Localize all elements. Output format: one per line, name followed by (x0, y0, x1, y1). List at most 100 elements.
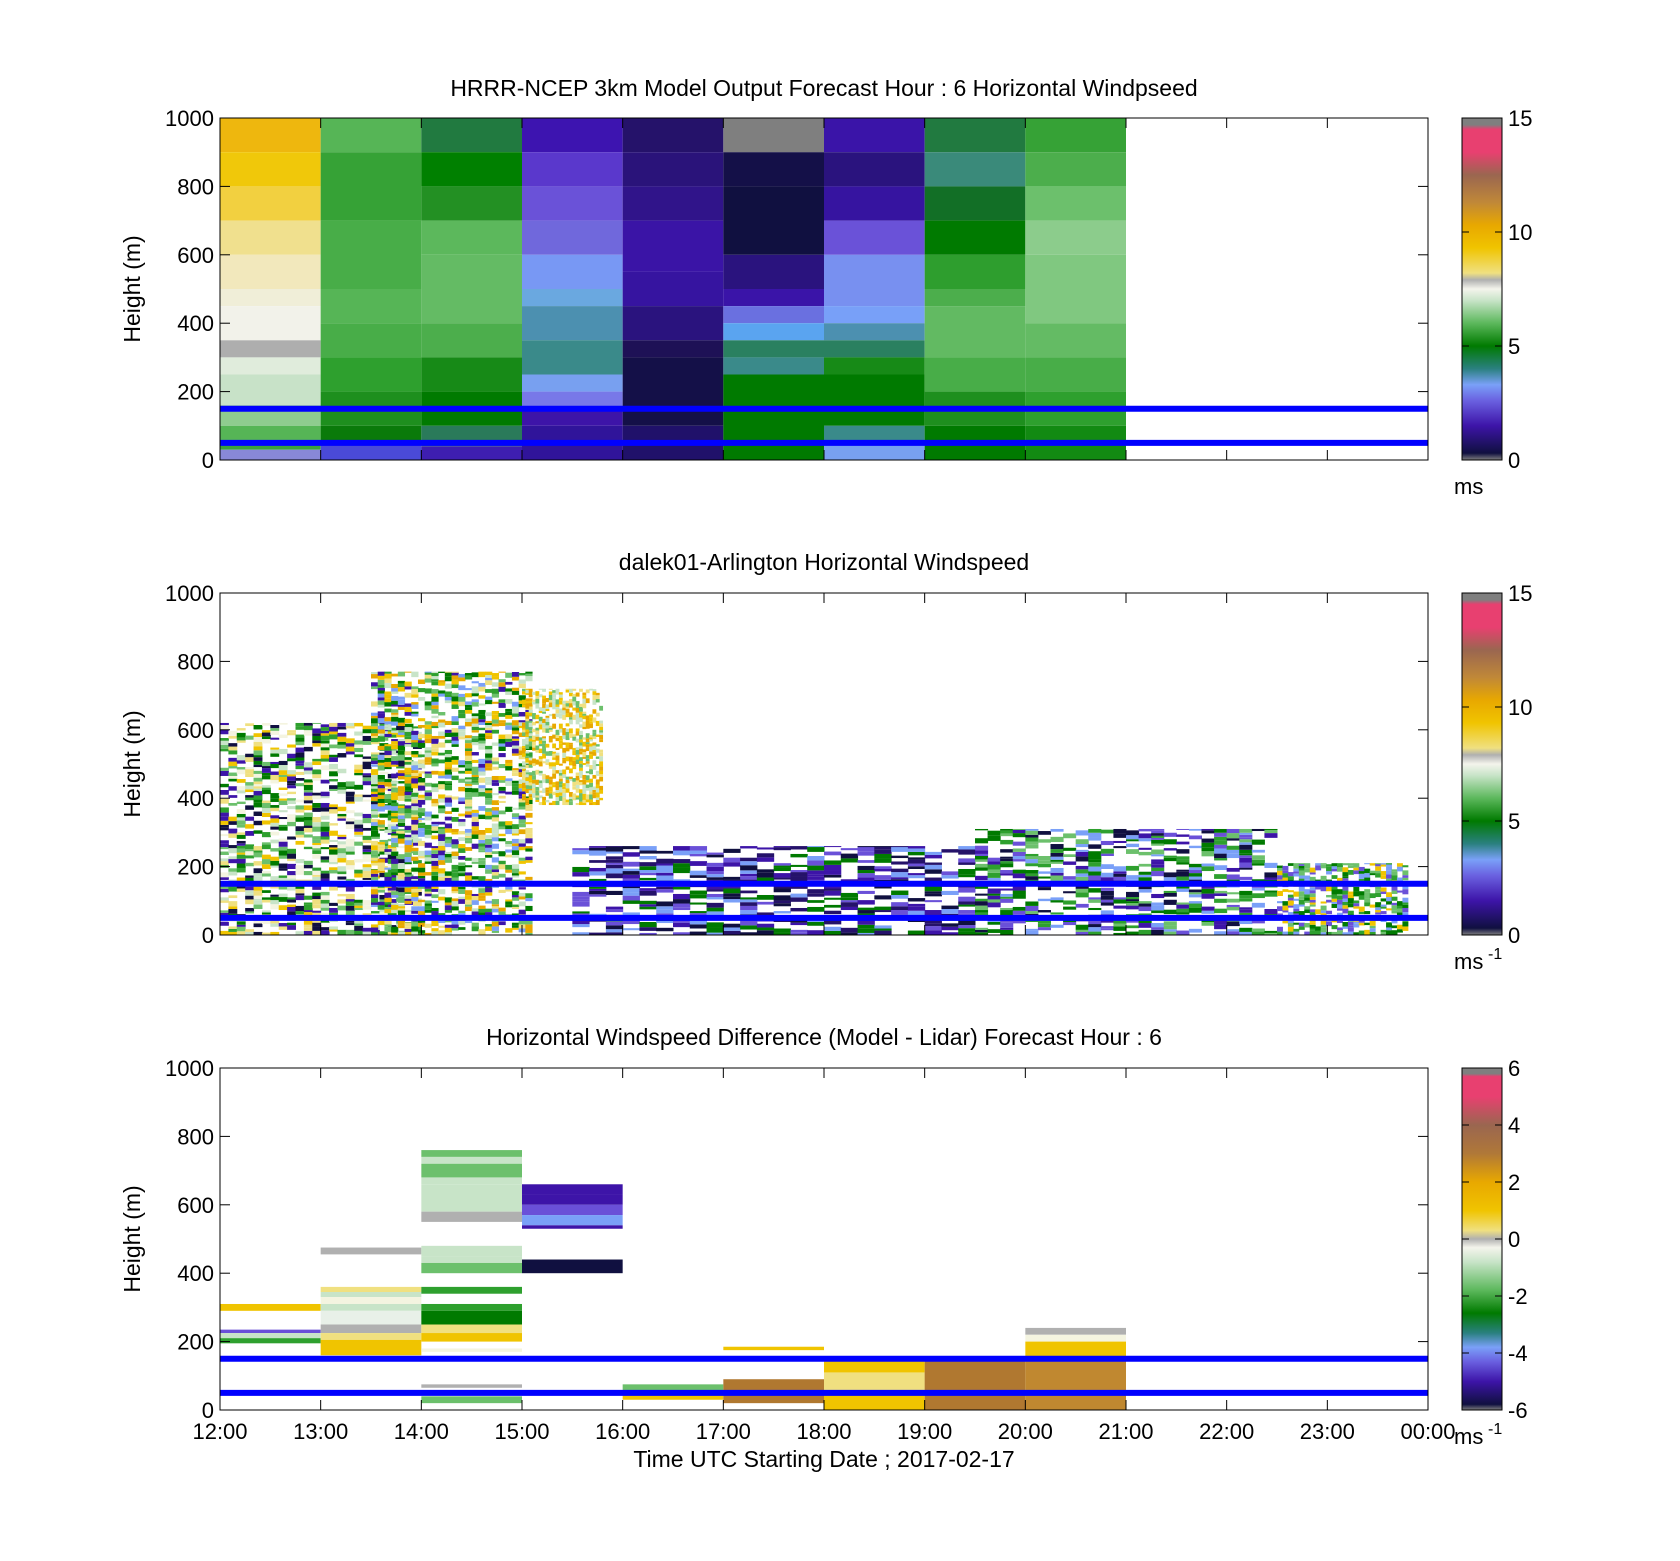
lidar-cell (471, 681, 479, 684)
y-tick-label: 0 (202, 923, 214, 948)
lidar-cell (538, 790, 543, 793)
lidar-cell (417, 872, 426, 876)
lidar-cell (575, 759, 580, 764)
lidar-cell (1386, 930, 1393, 935)
lidar-cell (320, 836, 330, 840)
lidar-cell (444, 783, 453, 786)
y-tick-label: 800 (177, 1124, 214, 1149)
lidar-cell (975, 927, 989, 930)
lidar-cell (261, 730, 271, 733)
heat-cell (421, 446, 522, 460)
lidar-cell (371, 845, 380, 851)
lidar-cell (1277, 867, 1283, 871)
lidar-cell (303, 834, 313, 838)
lidar-cell (535, 727, 540, 731)
lidar-cell (444, 754, 453, 758)
lidar-cell (431, 885, 439, 889)
lidar-cell (857, 873, 875, 878)
lidar-cell (396, 730, 406, 733)
lidar-cell (532, 721, 536, 726)
lidar-cell (397, 872, 406, 876)
lidar-cell (228, 743, 238, 747)
lidar-cell (320, 815, 330, 820)
lidar-cell (287, 848, 296, 854)
lidar-cell (396, 725, 406, 731)
lidar-cell (424, 773, 432, 779)
lidar-cell (1176, 885, 1190, 889)
lidar-cell (498, 753, 506, 758)
lidar-cell (485, 793, 493, 799)
lidar-cell (987, 830, 1001, 836)
lidar-cell (377, 754, 385, 760)
lidar-cell (464, 803, 473, 807)
lidar-cell (371, 927, 379, 933)
lidar-cell (431, 868, 439, 872)
heat-cell (421, 1310, 522, 1325)
lidar-cell (397, 699, 406, 705)
lidar-cell (622, 928, 640, 931)
lidar-cell (975, 893, 989, 896)
lidar-cell (1304, 875, 1311, 880)
lidar-cell (1100, 910, 1114, 915)
lidar-cell (1380, 932, 1387, 935)
heat-cell (1025, 323, 1126, 358)
lidar-cell (740, 890, 758, 894)
lidar-cell (1391, 910, 1398, 914)
lidar-cell (451, 671, 459, 673)
lidar-cell (975, 910, 989, 913)
lidar-cell (270, 764, 280, 769)
lidar-cell (585, 799, 590, 803)
lidar-cell (458, 765, 466, 768)
lidar-cell (220, 783, 229, 788)
lidar-cell (941, 890, 959, 895)
lidar-cell (525, 898, 533, 902)
lidar-cell (245, 773, 255, 777)
heat-cell (220, 442, 321, 450)
lidar-cell (555, 704, 560, 707)
lidar-cell (485, 700, 493, 705)
lidar-cell (1342, 898, 1349, 902)
lidar-cell (1358, 895, 1365, 900)
lidar-cell (525, 734, 530, 737)
lidar-cell (384, 755, 392, 758)
lidar-cell (1151, 867, 1165, 872)
lidar-cell (287, 816, 296, 822)
lidar-cell (261, 842, 271, 845)
lidar-cell (599, 732, 604, 735)
lidar-cell (773, 863, 791, 866)
lidar-cell (511, 846, 520, 851)
lidar-cell (384, 682, 392, 689)
lidar-cell (303, 789, 313, 793)
lidar-cell (924, 926, 942, 931)
lidar-cell (907, 851, 926, 856)
lidar-cell (572, 757, 577, 761)
lidar-cell (220, 851, 229, 855)
lidar-cell (431, 689, 439, 694)
lidar-cell (478, 714, 486, 720)
lidar-cell (295, 741, 305, 746)
lidar-cell (384, 924, 392, 927)
heat-cell (320, 1292, 422, 1298)
lidar-cell (384, 721, 392, 725)
lidar-cell (1347, 903, 1354, 908)
lidar-cell (371, 760, 380, 764)
lidar-cell (579, 688, 583, 692)
lidar-cell (545, 779, 550, 784)
lidar-cell (261, 844, 271, 850)
lidar-cell (478, 850, 486, 853)
lidar-cell (522, 745, 526, 748)
lidar-cell (1100, 926, 1114, 929)
lidar-cell (245, 795, 255, 798)
lidar-cell (431, 676, 439, 680)
lidar-cell (236, 817, 246, 821)
lidar-cell (464, 799, 473, 804)
lidar-cell (1037, 871, 1051, 874)
lidar-cell (565, 756, 570, 762)
lidar-cell (1025, 870, 1039, 874)
heat-cell (320, 442, 422, 460)
lidar-cell (451, 701, 459, 705)
lidar-cell (525, 802, 530, 806)
lidar-cell (404, 837, 412, 841)
lidar-cell (1369, 931, 1376, 935)
lidar-cell (228, 766, 238, 769)
